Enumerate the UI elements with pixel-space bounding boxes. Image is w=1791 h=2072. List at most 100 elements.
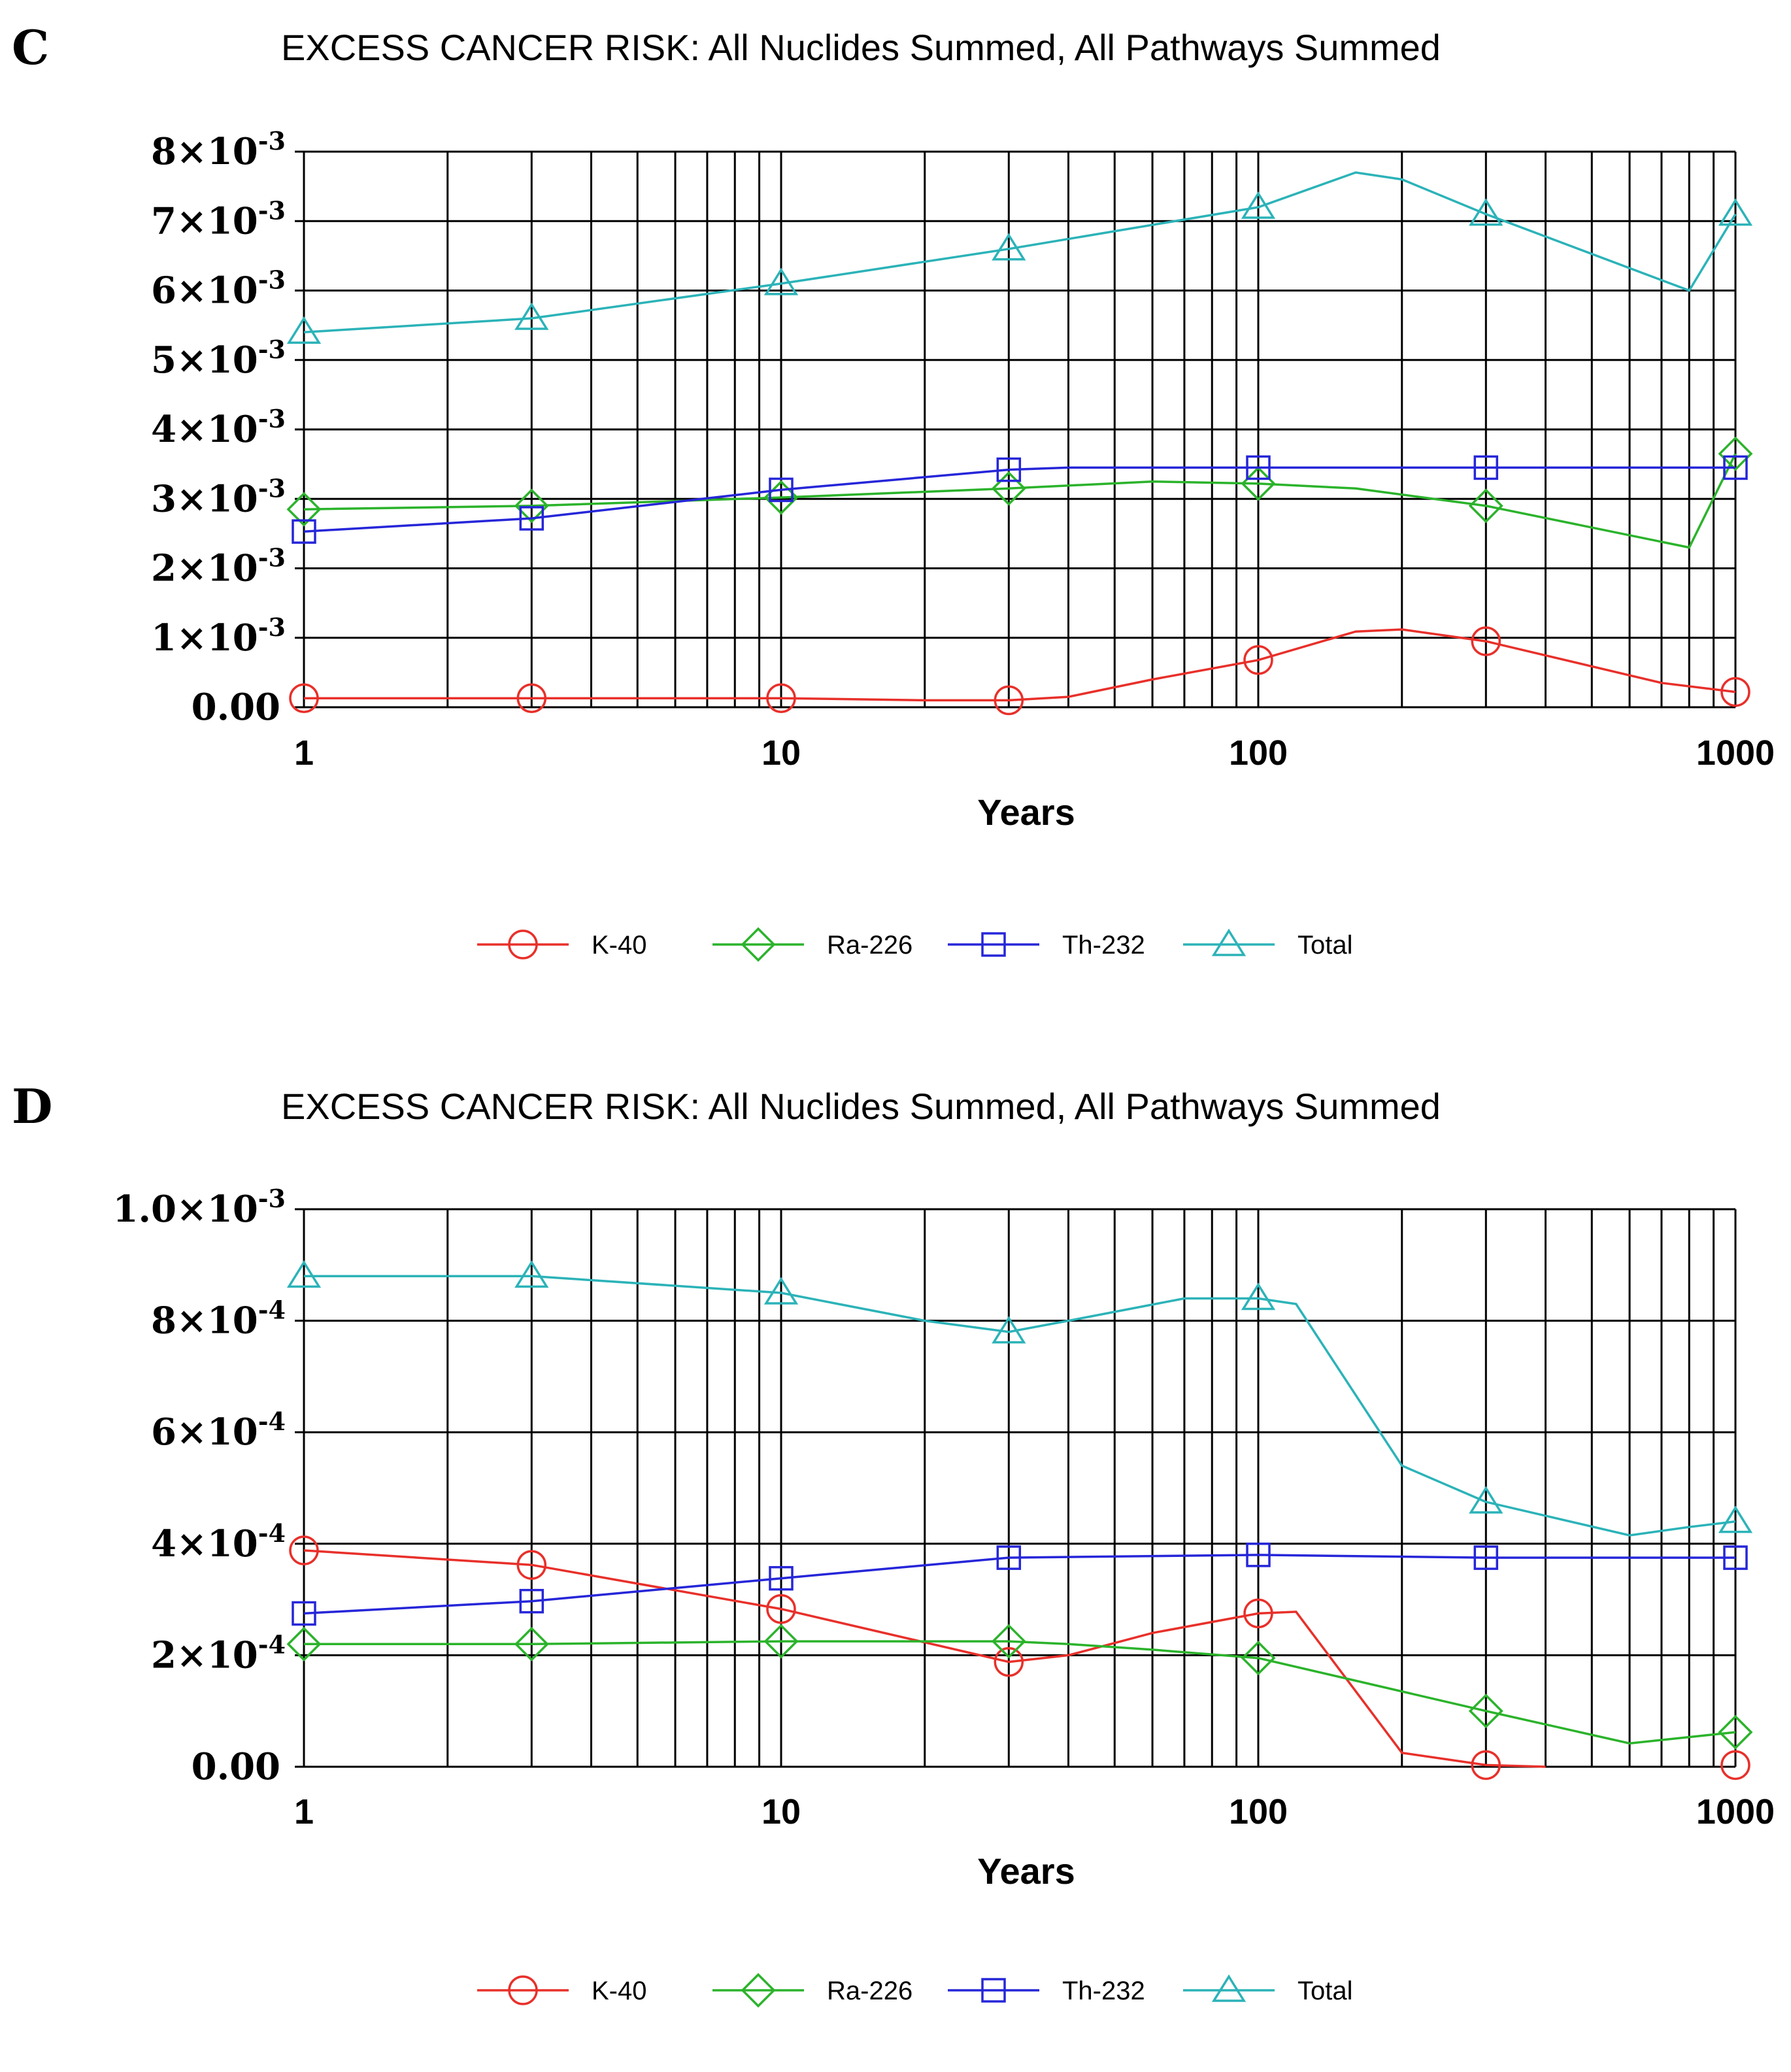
y-tick-label: 5×10-3 (151, 335, 286, 382)
panel-label: D (12, 1078, 53, 1134)
data-point (286, 1626, 322, 1662)
legend-label: Th-232 (1062, 931, 1145, 960)
y-tick-label-exponent: -3 (258, 404, 286, 433)
series-th-232 (292, 455, 1748, 544)
series-line (303, 453, 1737, 549)
y-tick-label-exponent: -4 (258, 1629, 286, 1659)
data-point (286, 492, 322, 527)
data-point (994, 685, 1024, 716)
data-point (991, 471, 1026, 506)
data-point (1469, 198, 1503, 226)
y-tick-label-base: 0.00 (192, 1745, 280, 1788)
data-point (1720, 1750, 1750, 1780)
data-point (1473, 455, 1499, 480)
y-tick-label-exponent: -3 (258, 543, 286, 573)
y-tick-label: 1.0×10-3 (113, 1184, 286, 1231)
y-tick-label-base: 8×10 (151, 130, 258, 173)
y-tick-label-base: 6×10 (151, 1411, 258, 1454)
legend-label: Th-232 (1062, 1977, 1145, 2005)
y-tick-label-exponent: -3 (258, 1184, 286, 1213)
legend: K-40 Ra-226 Th-232 Total (477, 927, 1353, 962)
y-tick-label: 2×10-4 (151, 1629, 286, 1677)
legend-item: Ra-226 (712, 1973, 912, 2008)
data-point (1723, 455, 1748, 480)
series-total (286, 171, 1753, 344)
data-point (1243, 1598, 1273, 1629)
x-tick-label: 1000 (1696, 733, 1775, 773)
chart-plot: 0.002×10-44×10-46×10-48×10-41.0×10-31 10 1… (113, 1184, 1775, 2008)
data-point (992, 233, 1026, 261)
y-tick-label: 6×10-4 (151, 1407, 286, 1454)
data-point (514, 302, 549, 330)
legend-marker (981, 932, 1006, 957)
chart-title: EXCESS CANCER RISK: All Nuclides Summed,… (281, 27, 1441, 68)
y-tick-label-exponent: -3 (258, 612, 286, 642)
legend-marker (741, 1973, 776, 2008)
x-tick-label: 1 (294, 1792, 314, 1831)
data-point (292, 519, 316, 544)
data-point (1241, 191, 1276, 219)
legend-item: Th-232 (948, 1977, 1145, 2005)
x-tick-label: 10 (762, 1792, 801, 1831)
legend-item: Ra-226 (712, 927, 912, 962)
legend-marker (741, 927, 776, 962)
y-tick-label: 6×10-3 (151, 265, 286, 312)
legend-label: Ra-226 (827, 1977, 912, 2005)
data-point (1246, 455, 1271, 480)
data-point (1723, 1545, 1748, 1570)
x-tick-label: 10 (762, 733, 801, 773)
legend-item: Total (1183, 928, 1353, 960)
y-tick-label-base: 4×10 (151, 1522, 258, 1565)
data-point (1718, 1505, 1753, 1533)
legend-item: Total (1183, 1974, 1353, 2005)
data-point (763, 1277, 799, 1305)
data-point (1468, 488, 1503, 524)
series-total (286, 1260, 1753, 1537)
y-tick-label-exponent: -3 (258, 195, 286, 225)
x-axis-title: Years (977, 792, 1075, 833)
y-tick-label-base: 5×10 (151, 339, 258, 382)
legend-label: Total (1297, 931, 1353, 960)
data-point (1241, 1641, 1276, 1676)
data-point (286, 316, 322, 344)
y-tick-label-base: 0.00 (192, 686, 280, 729)
y-tick-label: 8×10-4 (151, 1295, 286, 1343)
data-point (769, 1565, 794, 1591)
y-tick-label-base: 1×10 (151, 616, 258, 660)
chart-title: EXCESS CANCER RISK: All Nuclides Summed,… (281, 1086, 1441, 1127)
y-tick-label: 3×10-3 (151, 473, 286, 520)
x-axis-title: Years (977, 1850, 1075, 1892)
data-point (766, 1594, 796, 1624)
data-point (1241, 1282, 1276, 1311)
data-point (763, 1624, 799, 1659)
series-line (304, 628, 1736, 702)
y-tick-label-base: 6×10 (151, 269, 258, 312)
data-point (1718, 198, 1753, 226)
y-tick-label-exponent: -3 (258, 473, 286, 503)
y-tick-label-exponent: -3 (258, 265, 286, 295)
data-point (516, 683, 547, 713)
y-tick-label: 2×10-3 (151, 543, 286, 590)
y-tick-label-base: 1.0×10 (113, 1188, 258, 1231)
x-tick-label: 1000 (1696, 1792, 1775, 1831)
x-tick-label: 1 (294, 733, 314, 773)
data-point (289, 683, 319, 713)
y-tick-label: 0.00 (192, 686, 280, 729)
y-tick-label-exponent: -4 (258, 1407, 286, 1436)
data-point (1471, 1750, 1501, 1780)
data-point (991, 1624, 1026, 1659)
series-th-232 (292, 1543, 1748, 1626)
y-tick-label-base: 4×10 (151, 408, 258, 451)
data-point (514, 1260, 549, 1288)
data-point (1718, 1714, 1753, 1750)
grid (295, 1208, 1737, 1768)
series-line (303, 1549, 1546, 1768)
series-k-40 (289, 1535, 1750, 1780)
y-tick-label-base: 2×10 (151, 547, 258, 590)
legend-marker (981, 1978, 1006, 2003)
legend-item: Th-232 (948, 931, 1145, 960)
data-point (1718, 436, 1753, 471)
x-tick-label: 100 (1229, 1792, 1288, 1831)
y-tick-label-exponent: -4 (258, 1518, 286, 1548)
data-point (769, 477, 794, 503)
